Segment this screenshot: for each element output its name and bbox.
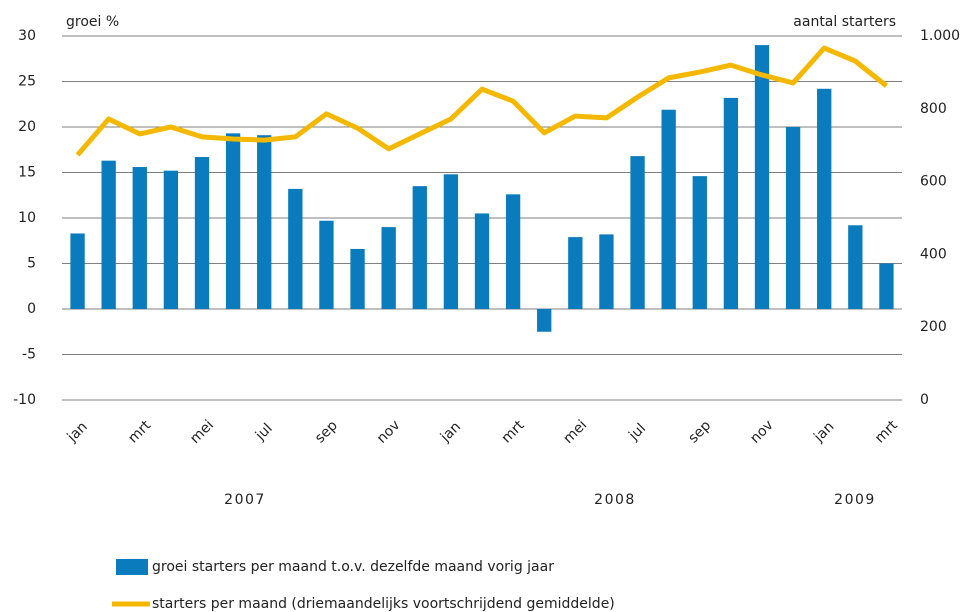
y2-tick-label: 400	[920, 246, 947, 262]
bar	[288, 188, 303, 309]
y2-tick-label: 1.000	[920, 28, 960, 44]
year-label: 2008	[594, 492, 636, 508]
y-tick-label: 30	[18, 28, 36, 44]
x-tick-label: sep	[312, 417, 341, 446]
bar	[101, 160, 116, 309]
bar	[817, 88, 832, 309]
y-axis-title: groei %	[66, 14, 119, 30]
bar	[257, 135, 272, 309]
y2-axis-title: aantal starters	[793, 14, 896, 30]
y-tick-label: 5	[27, 256, 36, 272]
x-tick-label: mei	[560, 417, 590, 447]
bar	[474, 213, 490, 309]
bar	[412, 186, 427, 309]
y-tick-label: 10	[18, 210, 36, 226]
x-tick-label: mrt	[872, 417, 901, 446]
y2-tick-label: 0	[920, 392, 929, 408]
bar	[443, 174, 459, 309]
x-tick-label: mei	[187, 417, 217, 447]
x-tick-label: mrt	[125, 417, 154, 446]
bar	[194, 157, 210, 309]
bar	[225, 133, 241, 309]
bar	[163, 170, 179, 309]
line	[75, 45, 889, 157]
bar	[70, 233, 85, 309]
bar	[568, 237, 583, 309]
bar	[848, 225, 863, 309]
bar	[599, 234, 614, 309]
x-tick-label: sep	[685, 417, 714, 446]
legend-label: groei starters per maand t.o.v. dezelfde…	[152, 559, 554, 575]
x-tick-label: jan	[810, 419, 837, 446]
bar	[350, 248, 365, 309]
bar	[879, 263, 894, 309]
bar	[319, 220, 334, 309]
year-label: 2009	[834, 492, 876, 508]
bar	[381, 227, 396, 309]
y-tick-label: -10	[13, 392, 36, 408]
y-tick-label: 20	[18, 119, 36, 135]
x-tick-label: mrt	[499, 417, 528, 446]
bar	[723, 97, 739, 309]
bar	[692, 176, 707, 309]
legend-label: starters per maand (driemaandelijks voor…	[152, 596, 615, 612]
year-label: 2007	[224, 492, 266, 508]
y-tick-label: 25	[18, 74, 36, 90]
x-tick-label: jan	[437, 419, 464, 446]
y-tick-label: 15	[18, 165, 36, 181]
bar	[754, 45, 770, 309]
y2-tick-label: 600	[920, 174, 947, 190]
x-tick-label: jul	[625, 420, 649, 444]
x-tick-label: nov	[374, 417, 404, 447]
bar	[537, 309, 552, 332]
bar	[630, 156, 645, 309]
bar	[785, 127, 801, 309]
x-tick-label: nov	[747, 417, 777, 447]
legend-swatch	[116, 559, 148, 575]
bar	[661, 109, 676, 310]
x-tick-label: jan	[64, 419, 91, 446]
y2-tick-label: 800	[920, 101, 947, 117]
x-tick-label: jul	[252, 420, 276, 444]
y2-tick-label: 200	[920, 319, 947, 335]
bar	[505, 194, 521, 309]
y-tick-label: 0	[27, 301, 36, 317]
bar	[132, 167, 147, 309]
y-tick-label: -5	[22, 347, 36, 363]
